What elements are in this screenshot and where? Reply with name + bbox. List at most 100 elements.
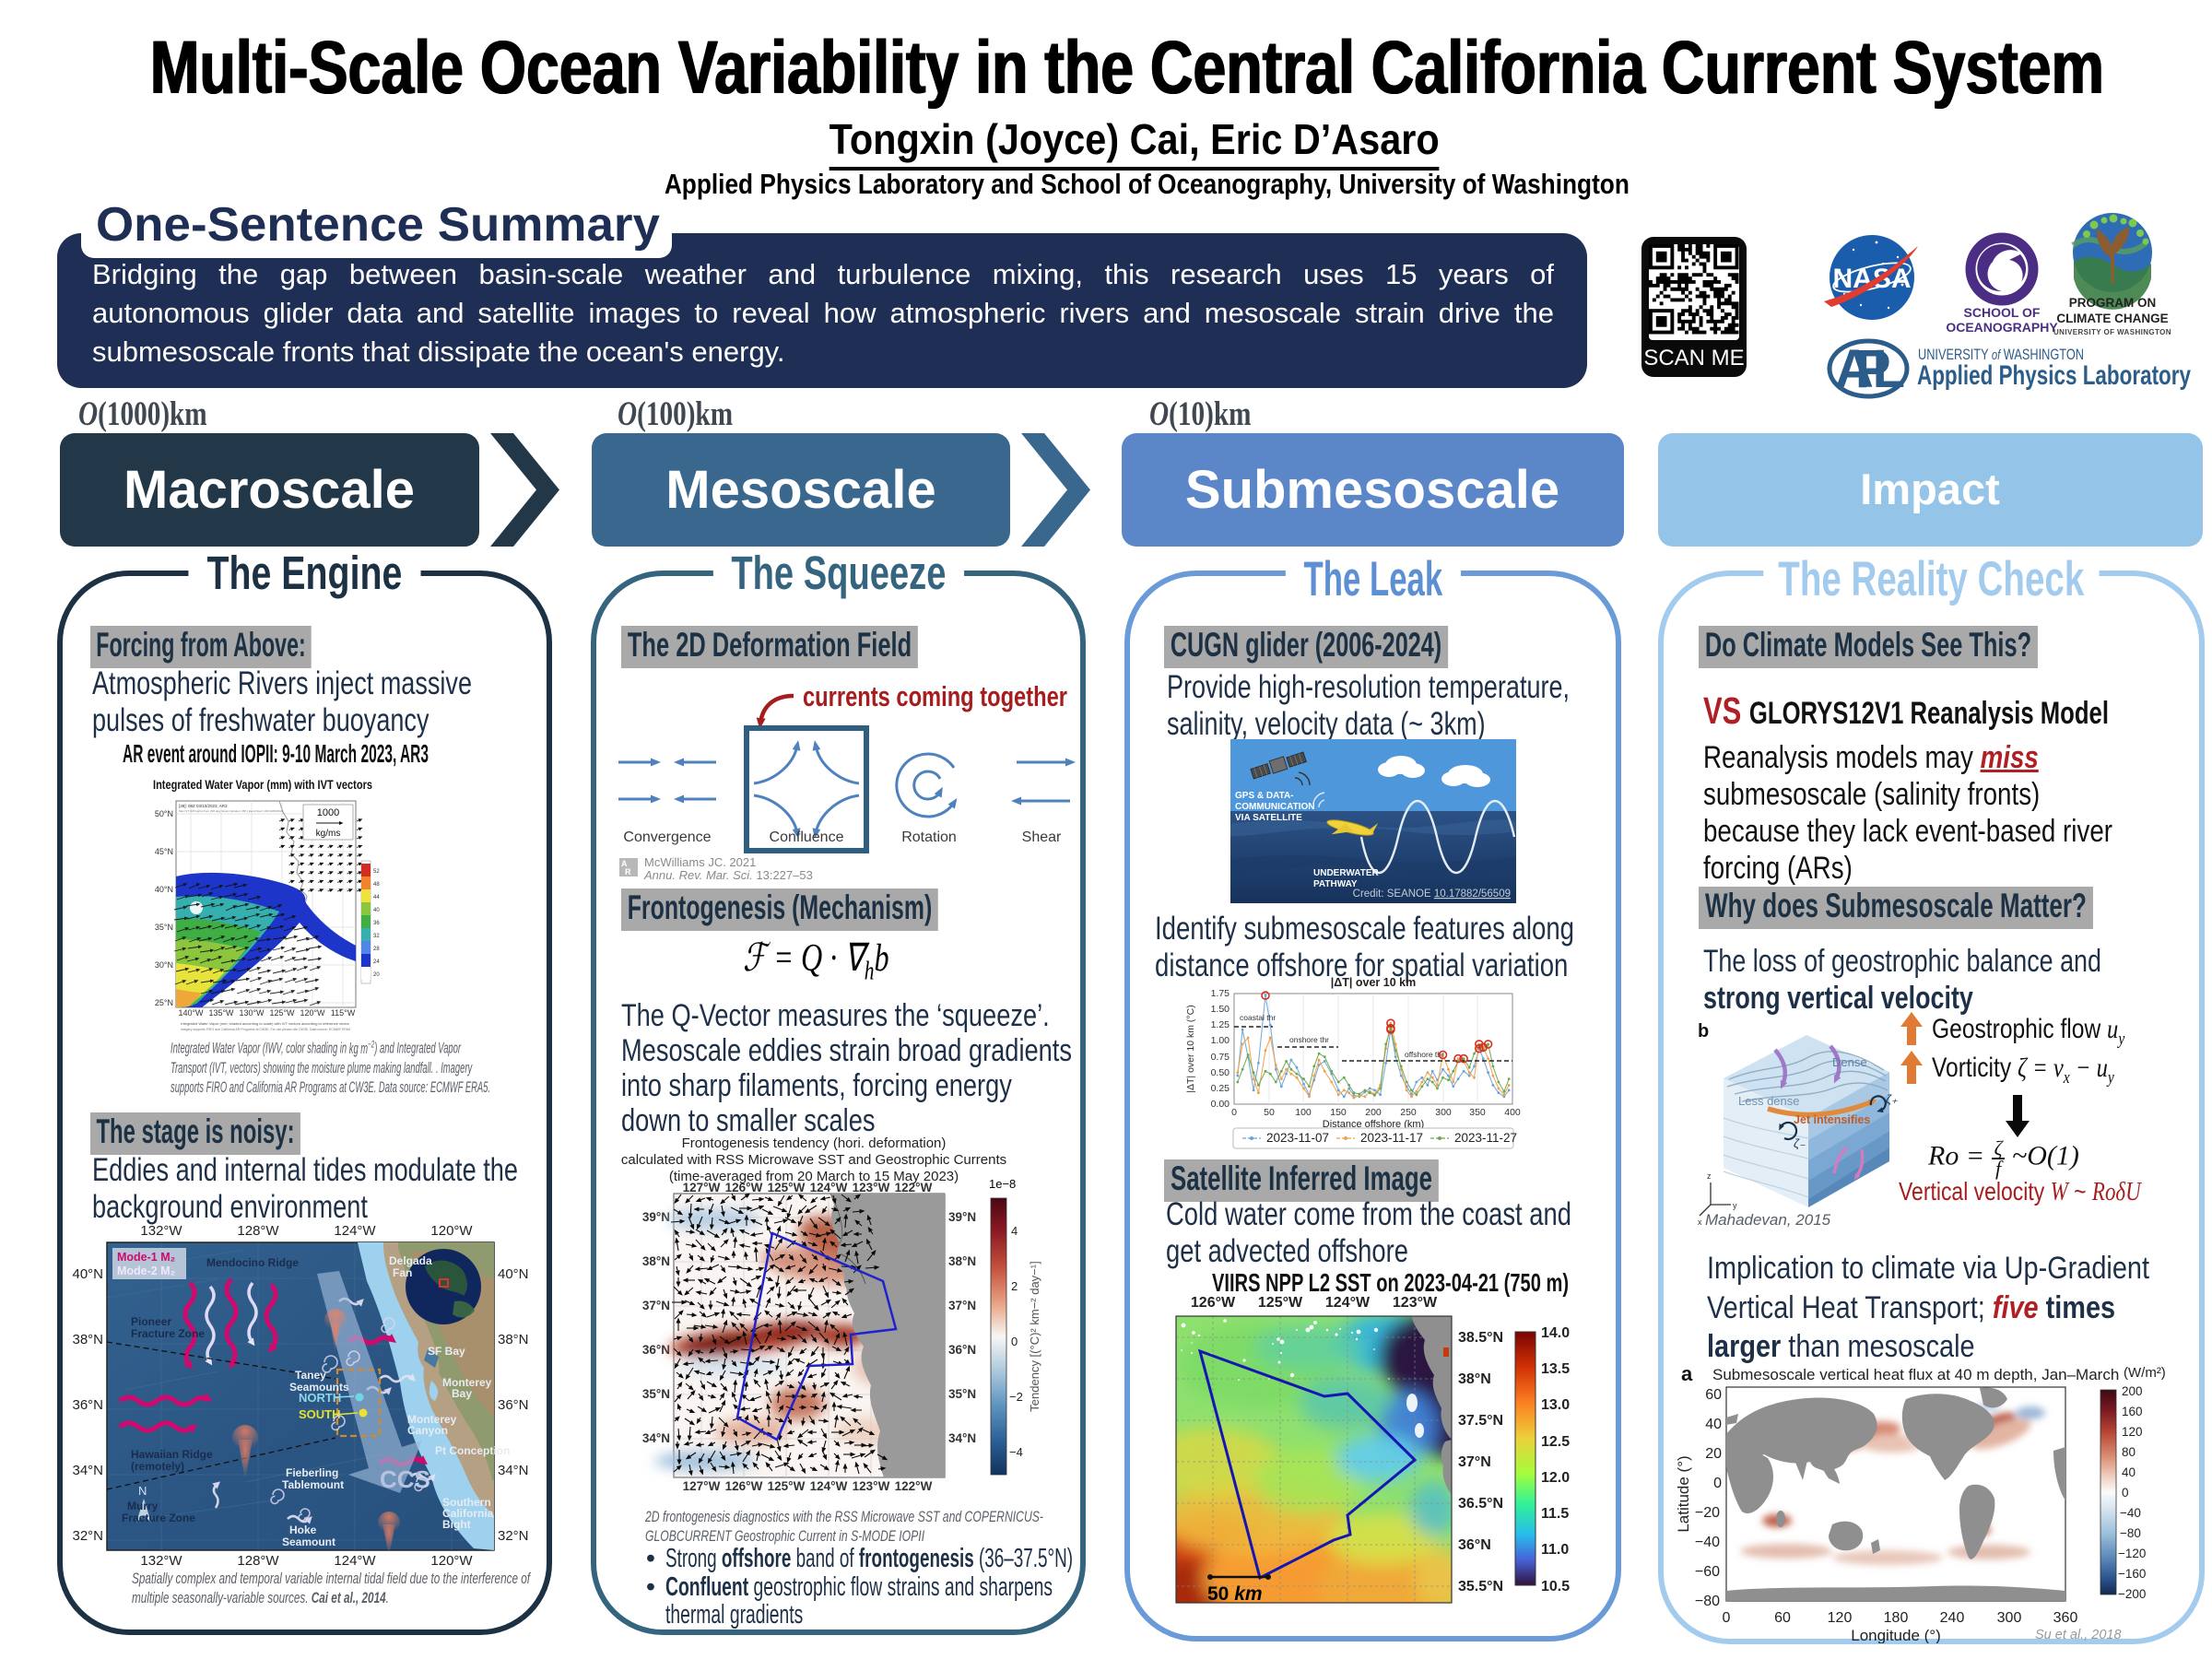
svg-text:Pt Conception: Pt Conception — [435, 1444, 510, 1457]
svg-text:37°N: 37°N — [948, 1299, 976, 1312]
svg-text:CLIMATE CHANGE: CLIMATE CHANGE — [2056, 312, 2168, 325]
svg-text:52: 52 — [373, 869, 380, 875]
svg-text:132°W: 132°W — [140, 1553, 182, 1569]
svg-text:PROGRAM ON: PROGRAM ON — [2069, 296, 2157, 310]
svg-text:38°N: 38°N — [642, 1254, 670, 1268]
svg-text:36°N: 36°N — [498, 1397, 529, 1413]
svg-text:0.00: 0.00 — [1211, 1099, 1230, 1110]
svg-text:10.5: 10.5 — [1541, 1579, 1570, 1594]
svg-text:(W/m²): (W/m²) — [2124, 1365, 2166, 1381]
svg-text:z: z — [1707, 1171, 1712, 1181]
svg-text:200: 200 — [2122, 1384, 2143, 1398]
svg-text:120°W: 120°W — [430, 1553, 473, 1569]
svg-text:120: 120 — [2122, 1425, 2143, 1439]
svg-text:Longitude (°): Longitude (°) — [1851, 1627, 1941, 1643]
svg-text:44: 44 — [373, 895, 380, 900]
svg-text:0.50: 0.50 — [1211, 1067, 1230, 1078]
svg-text:160: 160 — [2122, 1405, 2143, 1418]
svg-text:38°N: 38°N — [948, 1254, 976, 1268]
svg-text:12.5: 12.5 — [1541, 1434, 1570, 1450]
svg-text:(time-averaged from 20 March t: (time-averaged from 20 March to 15 May 2… — [669, 1169, 959, 1184]
svg-text:COMMUNICATION: COMMUNICATION — [1235, 802, 1314, 812]
svg-text:13.0: 13.0 — [1541, 1397, 1570, 1413]
svg-text:2023-11-07: 2023-11-07 — [1266, 1131, 1329, 1145]
svg-text:Macroscale: Macroscale — [124, 460, 415, 520]
svg-text:Canyon: Canyon — [407, 1424, 448, 1437]
svg-text:125°W: 125°W — [768, 1181, 806, 1194]
svg-text:Seamounts: Seamounts — [289, 1381, 349, 1394]
svg-text:Monterey: Monterey — [407, 1413, 457, 1426]
svg-text:Mode-2 M₂: Mode-2 M₂ — [117, 1265, 175, 1277]
svg-text:UNIVERSITY OF WASHINGTON: UNIVERSITY OF WASHINGTON — [2053, 328, 2171, 336]
svg-text:Applied Physics Laboratory: Applied Physics Laboratory — [1917, 360, 2191, 391]
svg-text:A: A — [621, 859, 628, 868]
svg-text:Credit: SEANOE 10.17882/56509: Credit: SEANOE 10.17882/56509 — [1353, 888, 1511, 900]
svg-text:Su et al., 2018: Su et al., 2018 — [2035, 1628, 2122, 1642]
svg-text:37.5°N: 37.5°N — [1458, 1413, 1503, 1429]
svg-text:11.0: 11.0 — [1541, 1542, 1569, 1558]
svg-text:40°N: 40°N — [498, 1266, 529, 1282]
svg-text:−80: −80 — [1695, 1594, 1720, 1609]
svg-text:150: 150 — [1330, 1107, 1347, 1118]
svg-text:13.5: 13.5 — [1541, 1361, 1570, 1377]
svg-text:50 km: 50 km — [1207, 1583, 1263, 1605]
svg-text:122°W: 122°W — [895, 1181, 933, 1194]
svg-text:Fracture Zone: Fracture Zone — [131, 1327, 205, 1340]
svg-text:1.75: 1.75 — [1211, 988, 1230, 999]
svg-text:130°W: 130°W — [239, 1008, 265, 1018]
svg-text:ζ₊: ζ₊ — [1886, 1092, 1898, 1106]
svg-text:40: 40 — [373, 908, 380, 913]
svg-text:39°N: 39°N — [948, 1210, 976, 1224]
svg-text:37°N: 37°N — [642, 1299, 670, 1312]
svg-text:Southern: Southern — [442, 1496, 491, 1509]
svg-text:123°W: 123°W — [1393, 1295, 1438, 1311]
svg-text:Tendency [(°C)² km−² day−¹]: Tendency [(°C)² km−² day−¹] — [1028, 1261, 1041, 1411]
svg-text:(remotely): (remotely) — [131, 1460, 184, 1473]
svg-text:125°W: 125°W — [269, 1008, 295, 1018]
svg-text:40°N: 40°N — [72, 1266, 103, 1282]
svg-text:36°N: 36°N — [948, 1343, 976, 1357]
svg-text:32: 32 — [373, 934, 380, 939]
svg-text:123°W: 123°W — [853, 1479, 890, 1493]
svg-text:128°W: 128°W — [237, 1553, 279, 1569]
svg-text:50°N: 50°N — [155, 809, 173, 818]
svg-text:Confluence: Confluence — [770, 830, 844, 845]
svg-text:Bay: Bay — [452, 1387, 472, 1400]
svg-text:39°N: 39°N — [642, 1210, 670, 1224]
svg-text:Rotation: Rotation — [901, 830, 957, 845]
svg-text:−60: −60 — [1695, 1564, 1720, 1580]
svg-text:40: 40 — [1705, 1417, 1722, 1432]
svg-text:Less dense: Less dense — [1738, 1094, 1800, 1108]
svg-text:300: 300 — [1997, 1610, 2022, 1626]
svg-text:−80: −80 — [2120, 1526, 2141, 1540]
svg-text:0: 0 — [1011, 1335, 1018, 1348]
svg-text:1.50: 1.50 — [1211, 1004, 1230, 1015]
svg-text:Murry: Murry — [127, 1500, 159, 1512]
svg-text:12.0: 12.0 — [1541, 1470, 1570, 1486]
svg-text:UNDERWATER: UNDERWATER — [1313, 868, 1380, 878]
svg-text:124°W: 124°W — [334, 1223, 376, 1239]
svg-text:135°W: 135°W — [208, 1008, 234, 1018]
svg-text:14.0: 14.0 — [1541, 1325, 1570, 1341]
svg-text:y: y — [1733, 1201, 1737, 1210]
svg-text:50: 50 — [1264, 1107, 1275, 1118]
svg-text:60: 60 — [1705, 1387, 1722, 1403]
svg-text:40°N: 40°N — [155, 885, 173, 894]
svg-text:−200: −200 — [2118, 1587, 2146, 1601]
svg-text:−2: −2 — [1009, 1390, 1023, 1404]
svg-text:127°W: 127°W — [683, 1479, 721, 1493]
svg-text:60: 60 — [1774, 1610, 1791, 1626]
svg-text:onshore thr: onshore thr — [1289, 1035, 1329, 1044]
svg-text:0.75: 0.75 — [1211, 1052, 1230, 1063]
svg-text:0.25: 0.25 — [1211, 1083, 1230, 1094]
svg-text:38°N: 38°N — [72, 1332, 103, 1347]
svg-text:127°W: 127°W — [683, 1181, 721, 1194]
svg-text:140°W: 140°W — [178, 1008, 204, 1018]
svg-text:Dense: Dense — [1832, 1055, 1867, 1069]
svg-text:Integrated Water Vapor (mm) wi: Integrated Water Vapor (mm) with IVT vec… — [153, 777, 372, 792]
svg-text:Fan: Fan — [393, 1266, 412, 1279]
svg-text:34°N: 34°N — [948, 1431, 976, 1445]
svg-text:126°W: 126°W — [725, 1181, 763, 1194]
svg-text:123°W: 123°W — [853, 1181, 890, 1194]
svg-text:36°N: 36°N — [642, 1343, 670, 1357]
